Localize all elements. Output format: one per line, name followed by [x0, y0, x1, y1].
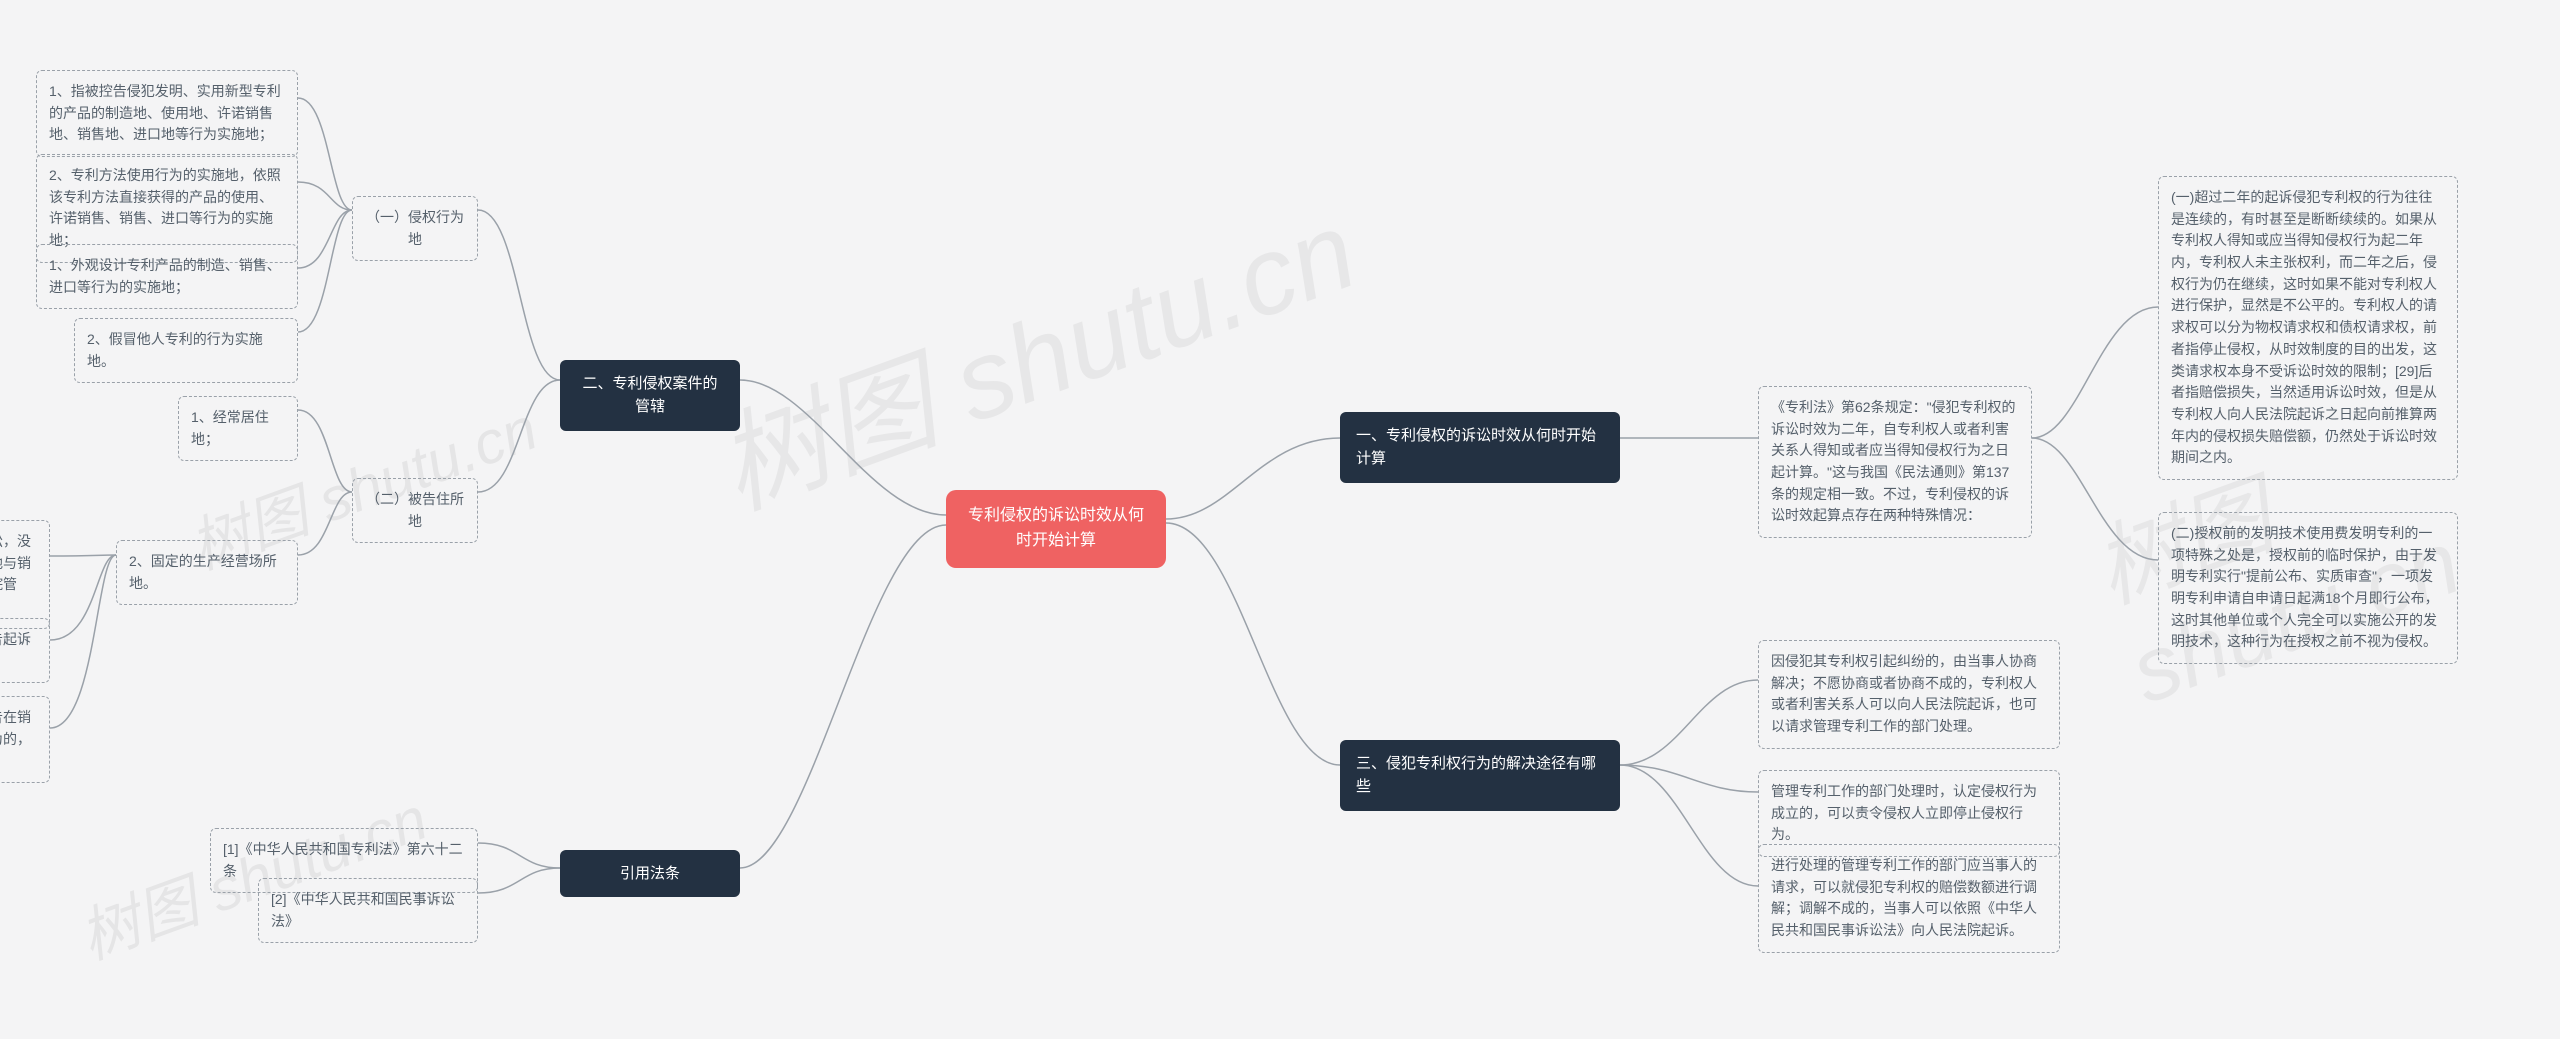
branch-3-sub1: 因侵犯其专利权引起纠纷的，由当事人协商解决；不愿协商或者协商不成的，专利权人或者…	[1758, 640, 2060, 749]
root-node: 专利侵权的诉讼时效从何时开始计算	[946, 490, 1166, 568]
branch-2-b-1: 1、经常居住地；	[178, 396, 298, 461]
branch-3: 三、侵犯专利权行为的解决途径有哪些	[1340, 740, 1620, 811]
branch-2-a-1: 1、指被控告侵犯发明、实用新型专利的产品的制造地、使用地、许诺销售地、销售地、进…	[36, 70, 298, 157]
branch-2-b-2-c: 销售者是制造者的分支机构，原告在销售地起诉侵权产品制造、销售行为的，由销售地人民…	[0, 696, 50, 783]
branch-2: 二、专利侵权案件的管辖	[560, 360, 740, 431]
branch-2-b: （二）被告住所地	[352, 478, 478, 543]
branch-1-sub1: (一)超过二年的起诉侵犯专利权的行为往往是连续的，有时甚至是断断续续的。如果从专…	[2158, 176, 2458, 480]
branch-2-a: （一）侵权行为地	[352, 196, 478, 261]
branch-1: 一、专利侵权的诉讼时效从何时开始计算	[1340, 412, 1620, 483]
watermark: 树图 shutu.cn	[693, 161, 1374, 539]
branch-1-sub2: (二)授权前的发明技术使用费发明专利的一项特殊之处是，授权前的临时保护，由于发明…	[2158, 512, 2458, 664]
branch-2-b-2: 2、固定的生产经营场所地。	[116, 540, 298, 605]
branch-1-sub: 《专利法》第62条规定："侵犯专利权的诉讼时效为二年，自专利权人或者利害关系人得…	[1758, 386, 2032, 538]
branch-4: 引用法条	[560, 850, 740, 897]
branch-2-b-2-a: 原告只对侵权产品制造者提起诉讼，没有起诉销售者，且侵权产品制造地与销售地不一致的…	[0, 520, 50, 629]
branch-4-sub2: [2]《中华人民共和国民事诉讼法》	[258, 878, 478, 943]
branch-2-a-4: 2、假冒他人专利的行为实施地。	[74, 318, 298, 383]
branch-2-a-3: 1、外观设计专利产品的制造、销售、进口等行为的实施地；	[36, 244, 298, 309]
branch-2-b-2-b: 原告以制造者与销售者为共同被告起诉的，由销售地人民法院管辖；	[0, 618, 50, 683]
branch-3-sub3: 进行处理的管理专利工作的部门应当事人的请求，可以就侵犯专利权的赔偿数额进行调解；…	[1758, 844, 2060, 953]
